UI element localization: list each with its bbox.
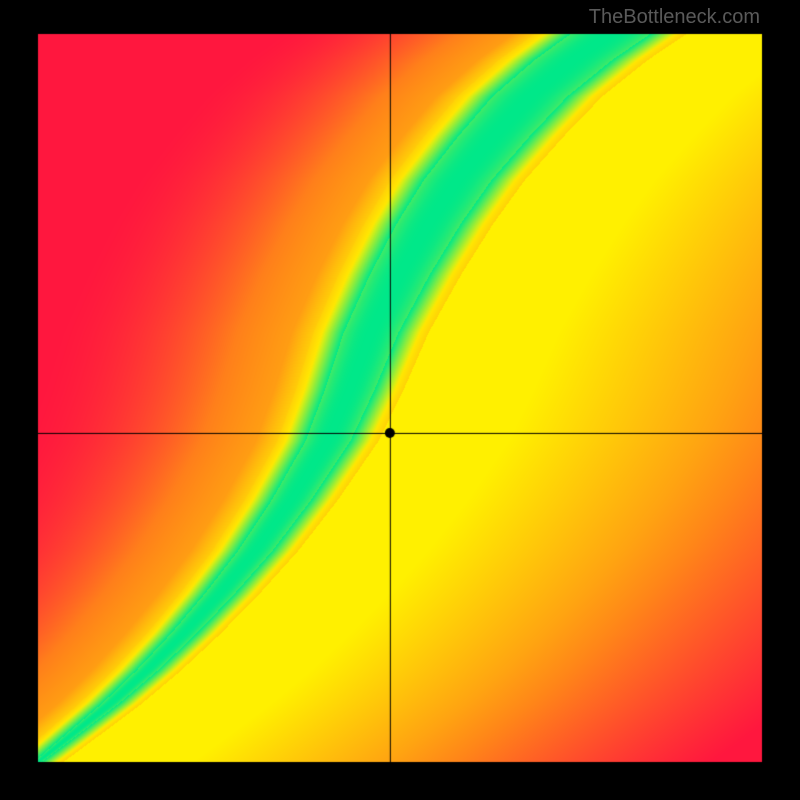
chart-container: TheBottleneck.com [0,0,800,800]
heatmap-canvas [0,0,800,800]
watermark-text: TheBottleneck.com [589,6,760,29]
